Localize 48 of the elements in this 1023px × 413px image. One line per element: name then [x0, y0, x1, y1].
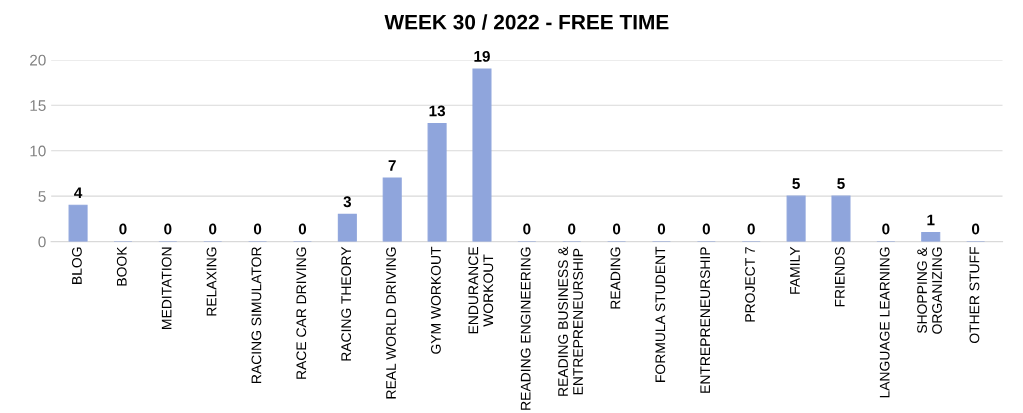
data-label: 0	[971, 223, 980, 235]
data-label: 19	[474, 50, 490, 62]
y-tick-label: 15	[30, 100, 46, 111]
data-label: 0	[523, 223, 531, 235]
data-label: 0	[119, 223, 127, 235]
data-label: 5	[837, 178, 845, 189]
x-tick-label: GYM WORKOUT	[430, 246, 441, 354]
x-tick-label: FRIENDS	[834, 247, 845, 307]
x-tick-label: ENTREPRENEURSHIP	[700, 247, 711, 393]
x-tick-label: PROJECT 7	[745, 247, 755, 322]
x-tick-label: SHOPPING & ORGANIZING	[917, 247, 942, 334]
x-tick-label: ENDURANCE WORKOUT	[468, 247, 494, 334]
x-tick-label: RACING THEORY	[341, 246, 352, 361]
x-tick-label: BOOK	[116, 246, 127, 286]
x-tick-label: READING BUSINESS & ENTREPRENEURSHIP	[558, 246, 583, 396]
x-tick-label: FAMILY	[790, 246, 800, 294]
data-label: 7	[388, 160, 396, 171]
x-tick-label: FORMULA STUDENT	[655, 246, 666, 382]
x-tick-label: OTHER STUFF	[969, 247, 980, 344]
x-tick-label: REAL WORLD DRIVING	[386, 247, 396, 399]
data-label: 0	[253, 223, 262, 235]
data-label: 0	[209, 223, 217, 235]
chart-title: WEEK 30 / 2022 - FREE TIME	[384, 14, 669, 30]
x-tick-label: READING	[610, 247, 621, 309]
data-label: 5	[792, 178, 800, 189]
x-tick-label: READING ENGINEERING	[520, 247, 531, 410]
y-tick-label: 10	[30, 145, 46, 157]
x-tick-label: RACING SIMULATOR	[251, 247, 262, 383]
x-tick-label: MEDITATION	[161, 247, 172, 329]
x-tick-label: BLOG	[71, 247, 82, 284]
x-tick-label: RELAXING	[206, 247, 217, 316]
data-label: 0	[298, 223, 307, 235]
data-label: 0	[657, 223, 666, 235]
x-tick-label: RACE CAR DRIVING	[296, 247, 307, 379]
data-label: 0	[568, 223, 576, 235]
data-label: 4	[74, 187, 83, 198]
x-tick-label: LANGUAGE LEARNING	[879, 247, 890, 398]
data-label: 3	[343, 196, 352, 208]
data-label: 1	[927, 214, 935, 226]
y-tick-label: 20	[30, 54, 46, 66]
y-tick-label: 0	[38, 236, 46, 248]
data-label: 0	[702, 223, 710, 235]
y-tick-label: 5	[38, 191, 46, 202]
data-label: 0	[612, 223, 621, 235]
data-label: 0	[164, 223, 172, 235]
data-label: 13	[429, 105, 446, 117]
data-label: 0	[747, 223, 755, 235]
data-label: 0	[882, 223, 890, 235]
